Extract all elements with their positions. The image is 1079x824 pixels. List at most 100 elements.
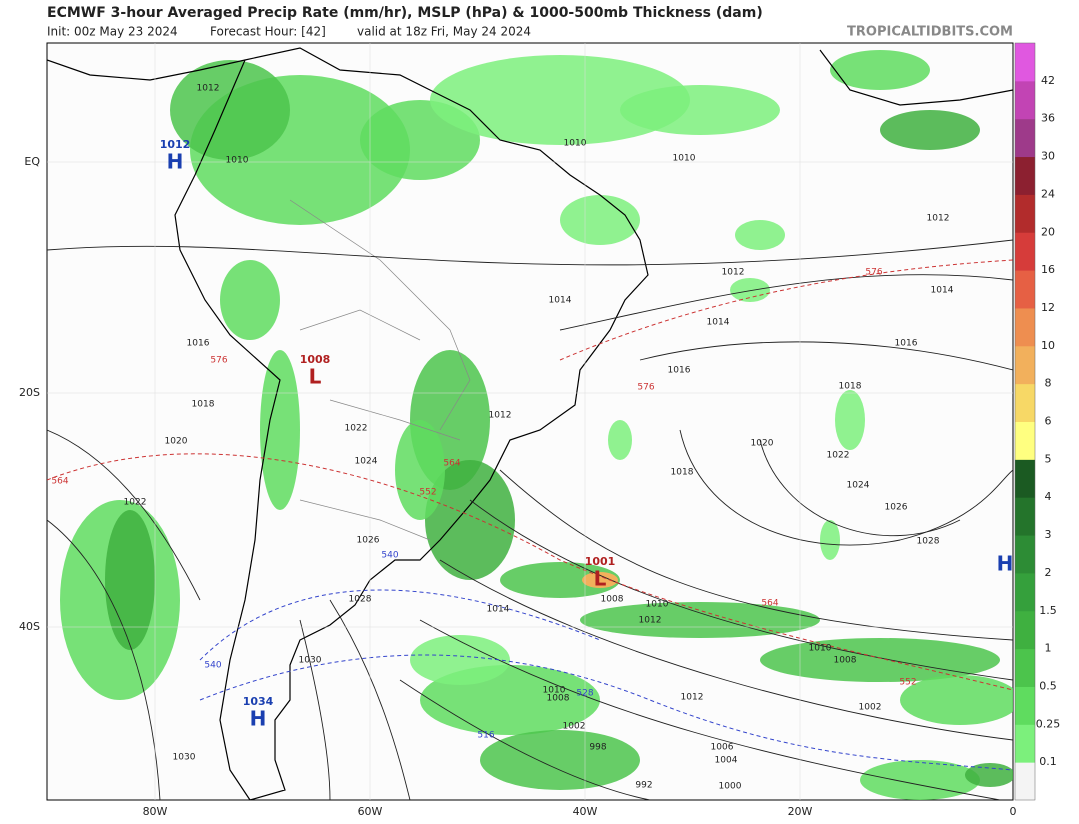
- thickness-line: [559, 259, 1013, 361]
- precip-area: [820, 520, 840, 560]
- isobar-label: 1012: [639, 616, 662, 626]
- precip-area: [395, 420, 445, 520]
- colorbar-swatch: [1015, 648, 1035, 687]
- colorbar: 0.1 0.25 0.5 1 1.5 2 3 4 5 6 8 10 12 16 20 24 30 36 42: [1014, 42, 1061, 801]
- precip-area: [560, 195, 640, 245]
- lon-label: 20W: [788, 805, 813, 818]
- isobar-label: 1014: [549, 296, 572, 306]
- isobar: [499, 469, 1013, 641]
- thickness-label: 564: [761, 599, 778, 609]
- colorbar-label: 8: [1045, 377, 1052, 390]
- lat-label: 20S: [19, 386, 40, 399]
- isobar-label: 1010: [226, 156, 249, 166]
- isobar: [47, 429, 201, 601]
- coastline: [174, 47, 649, 800]
- colorbar-swatch: [1015, 156, 1035, 195]
- isobar-label: 1012: [489, 411, 512, 421]
- center-pressure: 1034: [243, 695, 274, 708]
- colorbar-swatch: [1015, 610, 1035, 650]
- colorbar-label: 24: [1041, 187, 1055, 200]
- colorbar-frame: [1014, 42, 1036, 801]
- center-symbol: L: [594, 567, 607, 591]
- colorbar-swatch: [1015, 118, 1035, 158]
- colorbar-swatch: [1015, 535, 1035, 574]
- coastline: [47, 49, 1013, 106]
- isobar-label: 1022: [827, 451, 850, 461]
- colorbar-label: 20: [1041, 225, 1055, 238]
- thickness-label: 576: [637, 383, 654, 393]
- map-content: 1010 1010 1012 1012 1014 1014 1016 1016 1018 1020…: [47, 43, 1013, 800]
- colorbar-label: 1.5: [1039, 604, 1057, 617]
- isobar-label: 1008: [547, 694, 570, 704]
- center-pressure: 1008: [300, 353, 331, 366]
- colorbar-swatch: [1015, 762, 1035, 801]
- thickness-label: 576: [210, 356, 227, 366]
- lon-label: 40W: [573, 805, 598, 818]
- isobar-label: 1030: [173, 753, 196, 763]
- isobar-label: 1024: [847, 481, 870, 491]
- colorbar-label: 4: [1045, 490, 1052, 503]
- isobar-label: 1020: [751, 439, 774, 449]
- isobar-label: 1006: [711, 743, 734, 753]
- colorbar-swatch: [1015, 80, 1035, 120]
- colorbar-swatch: [1015, 307, 1035, 347]
- precip-area: [830, 50, 930, 90]
- isobar-label: 1010: [646, 600, 669, 610]
- colorbar-label: 0.25: [1036, 717, 1061, 730]
- thickness-line: [199, 654, 1013, 771]
- colorbar-label: 0.1: [1039, 755, 1057, 768]
- center-pressure: 1012: [160, 138, 191, 151]
- colorbar-swatch: [1015, 572, 1035, 612]
- isobar-label: 1010: [673, 154, 696, 164]
- colorbar-label: 16: [1041, 263, 1055, 276]
- lon-label: 80W: [143, 805, 168, 818]
- lat-label: EQ: [24, 155, 40, 168]
- isobar-label: 1010: [809, 644, 832, 654]
- center-symbol: H: [167, 150, 184, 174]
- lon-label: 0: [1010, 805, 1017, 818]
- isobar-label: 1022: [124, 498, 147, 508]
- isobar-label: 1012: [681, 693, 704, 703]
- precip-area: [730, 278, 770, 302]
- colorbar-label: 6: [1045, 415, 1052, 428]
- isobar: [47, 239, 1013, 266]
- isobar-label: 1024: [355, 457, 378, 467]
- isobar: [559, 274, 1013, 331]
- precip-area: [608, 420, 632, 460]
- title: ECMWF 3-hour Averaged Precip Rate (mm/hr…: [47, 5, 763, 21]
- precip-area: [880, 110, 980, 150]
- isobar-label: 1026: [357, 536, 380, 546]
- forecast-hour: Forecast Hour: [42]: [210, 25, 326, 39]
- colorbar-swatch: [1015, 724, 1035, 763]
- center-symbol: H: [250, 707, 267, 731]
- isobar: [679, 429, 1013, 546]
- colorbar-swatch: [1015, 43, 1035, 82]
- brand: TROPICALTIDBITS.COM: [847, 25, 1013, 40]
- isobar-label: 1028: [917, 537, 940, 547]
- colorbar-label: 3: [1045, 528, 1052, 541]
- map: 1010 1010 1012 1012 1014 1014 1016 1016 1018 1020…: [46, 42, 1014, 801]
- center-pressure: 1001: [585, 555, 616, 568]
- colorbar-label: 36: [1041, 112, 1055, 125]
- precip-area: [735, 220, 785, 250]
- isobar-label: 1008: [834, 656, 857, 666]
- isobar-label: 1026: [885, 503, 908, 513]
- isobar: [639, 341, 1013, 371]
- isobar: [299, 619, 331, 800]
- isobar-label: 1016: [187, 339, 210, 349]
- isobar: [399, 679, 651, 800]
- thickness-label: 564: [443, 459, 460, 469]
- isobar-label: 1012: [197, 84, 220, 94]
- colorbar-swatch: [1015, 421, 1035, 460]
- isobar: [47, 519, 161, 800]
- precip-area: [220, 260, 280, 340]
- precip-core: [582, 572, 618, 588]
- isobar-label: 1002: [563, 722, 586, 732]
- colorbar-label: 2: [1045, 566, 1052, 579]
- colorbar-label: 30: [1041, 150, 1055, 163]
- colorbar-label: 12: [1041, 301, 1055, 314]
- isobar: [759, 439, 961, 537]
- precip-area: [260, 350, 300, 510]
- thickness-label: 540: [204, 661, 221, 671]
